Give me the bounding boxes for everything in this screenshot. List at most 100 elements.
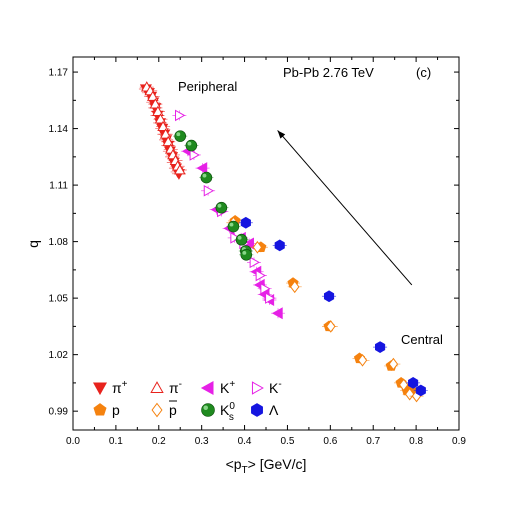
legend-marker-3 bbox=[251, 381, 264, 395]
legend-entry: K+ bbox=[200, 379, 235, 396]
legend-entry: π+ bbox=[92, 379, 128, 396]
x-tick-label: 0.2 bbox=[152, 436, 166, 447]
legend-marker-0 bbox=[92, 382, 108, 396]
x-tick-label: 0.9 bbox=[452, 436, 466, 447]
data-point-s6-p5 bbox=[235, 233, 248, 246]
data-point-s3-p6 bbox=[249, 256, 260, 269]
x-tick-label: 0.3 bbox=[195, 436, 209, 447]
data-point-s7-p2 bbox=[323, 290, 335, 303]
series-7 bbox=[238, 216, 428, 397]
legend-entry: K0 s bbox=[201, 401, 235, 423]
data-point-s6-p7-highlight bbox=[242, 250, 247, 255]
data-point-s7-p5 bbox=[415, 384, 426, 397]
data-point-s6-p4-highlight bbox=[229, 222, 234, 227]
series-6 bbox=[173, 130, 254, 261]
x-tick-label: 0.6 bbox=[323, 436, 337, 447]
data-point-s5-p7 bbox=[404, 387, 415, 401]
data-point-s1-p8 bbox=[162, 135, 175, 147]
data-point-s3-p0 bbox=[175, 109, 186, 122]
data-point-s7-p3 bbox=[375, 341, 386, 353]
data-point-s6-p0 bbox=[174, 130, 187, 142]
data-point-s1-p13 bbox=[173, 164, 186, 175]
legend-entry: K- bbox=[251, 379, 282, 396]
system-label: Pb-Pb 2.76 TeV bbox=[283, 65, 374, 80]
data-point-s6-p5-highlight bbox=[237, 235, 242, 240]
peripheral-label: Peripheral bbox=[178, 79, 237, 94]
data-point-s3-p4 bbox=[230, 232, 241, 244]
legend-entry: p bbox=[151, 400, 177, 418]
legend-label-5: p bbox=[169, 402, 177, 418]
legend-entry: Λ bbox=[251, 402, 279, 418]
y-tick-label: 1.05 bbox=[49, 294, 69, 305]
data-point-s1-p3 bbox=[149, 98, 162, 109]
legend: π+ π- K+ K-p p K0 s Λ bbox=[92, 379, 282, 423]
data-point-s1-p6 bbox=[157, 120, 169, 132]
data-point-s3-p8 bbox=[260, 282, 271, 295]
legend-label-3: K- bbox=[269, 379, 282, 396]
legend-marker-7 bbox=[251, 403, 263, 417]
legend-label-4: p bbox=[112, 402, 120, 418]
markers-layer bbox=[138, 81, 428, 403]
x-axis-title: <pT> [GeV/c] bbox=[226, 456, 307, 476]
legend-marker-6-highlight bbox=[203, 405, 209, 410]
data-point-s7-p0 bbox=[240, 216, 251, 229]
data-point-s6-p2-highlight bbox=[202, 173, 207, 178]
y-tick-label: 0.99 bbox=[49, 407, 69, 418]
panel-label: (c) bbox=[416, 65, 431, 80]
series-1 bbox=[139, 81, 187, 176]
data-point-s5-p3 bbox=[326, 320, 336, 333]
data-point-s2-p1 bbox=[196, 162, 208, 175]
legend-entry: p bbox=[93, 402, 120, 418]
data-point-s5-p1 bbox=[252, 240, 263, 254]
legend-marker-2 bbox=[200, 380, 214, 396]
legend-label-6: K0 s bbox=[220, 401, 235, 423]
axis-ticks: 0.0 0.1 0.2 0.3 0.4 0.5 0.6 0.7 0.8 0.9 0.99 1.02 1.… bbox=[49, 57, 466, 447]
y-tick-label: 1.11 bbox=[49, 181, 68, 192]
data-point-s7-p4 bbox=[408, 377, 419, 389]
legend-marker-6 bbox=[201, 403, 215, 417]
data-point-s7-p1 bbox=[274, 239, 285, 252]
x-tick-label: 0.5 bbox=[280, 436, 294, 447]
data-point-s3-p1 bbox=[189, 149, 200, 161]
legend-marker-5 bbox=[151, 402, 163, 418]
legend-label-0: π+ bbox=[112, 379, 128, 396]
y-tick-label: 1.02 bbox=[49, 350, 69, 361]
y-tick-label: 1.08 bbox=[49, 237, 69, 248]
plot-frame bbox=[72, 56, 460, 431]
data-point-s6-p0-highlight bbox=[176, 132, 181, 137]
data-point-s6-p3 bbox=[215, 201, 228, 214]
data-point-s6-p2 bbox=[200, 171, 213, 184]
data-point-s5-p2 bbox=[289, 280, 300, 294]
y-tick-label: 1.17 bbox=[49, 68, 69, 79]
data-point-s1-p7 bbox=[159, 128, 172, 139]
series-5 bbox=[226, 216, 424, 403]
legend-marker-1 bbox=[150, 381, 164, 394]
x-tick-label: 0.4 bbox=[238, 436, 252, 447]
data-point-s5-p5 bbox=[388, 357, 399, 371]
arrow-head bbox=[277, 130, 286, 139]
data-point-s5-p4 bbox=[357, 353, 368, 367]
legend-label-1: π- bbox=[169, 379, 182, 396]
legend-entry: π- bbox=[150, 379, 182, 396]
data-point-s1-p4 bbox=[152, 105, 164, 116]
data-point-s6-p7 bbox=[240, 249, 253, 261]
data-point-s6-p3-highlight bbox=[217, 203, 222, 208]
x-tick-label: 0.8 bbox=[409, 436, 423, 447]
central-label: Central bbox=[401, 332, 443, 347]
data-point-s3-p7 bbox=[255, 269, 266, 282]
x-tick-label: 0.0 bbox=[66, 436, 80, 447]
data-point-s3-p9 bbox=[265, 292, 276, 304]
y-tick-label: 1.14 bbox=[49, 124, 69, 135]
data-point-s2-p10 bbox=[271, 307, 283, 320]
data-point-s6-p1 bbox=[185, 139, 198, 152]
legend-marker-4 bbox=[93, 403, 107, 416]
x-tick-label: 0.7 bbox=[366, 436, 380, 447]
data-point-s6-p4 bbox=[227, 220, 240, 233]
direction-arrow bbox=[277, 130, 413, 286]
legend-label-7: Λ bbox=[269, 402, 279, 418]
data-point-s3-p2 bbox=[203, 184, 215, 197]
data-point-s1-p5 bbox=[154, 113, 167, 124]
y-axis-title: q bbox=[25, 240, 41, 248]
legend-label-2: K+ bbox=[220, 379, 235, 396]
